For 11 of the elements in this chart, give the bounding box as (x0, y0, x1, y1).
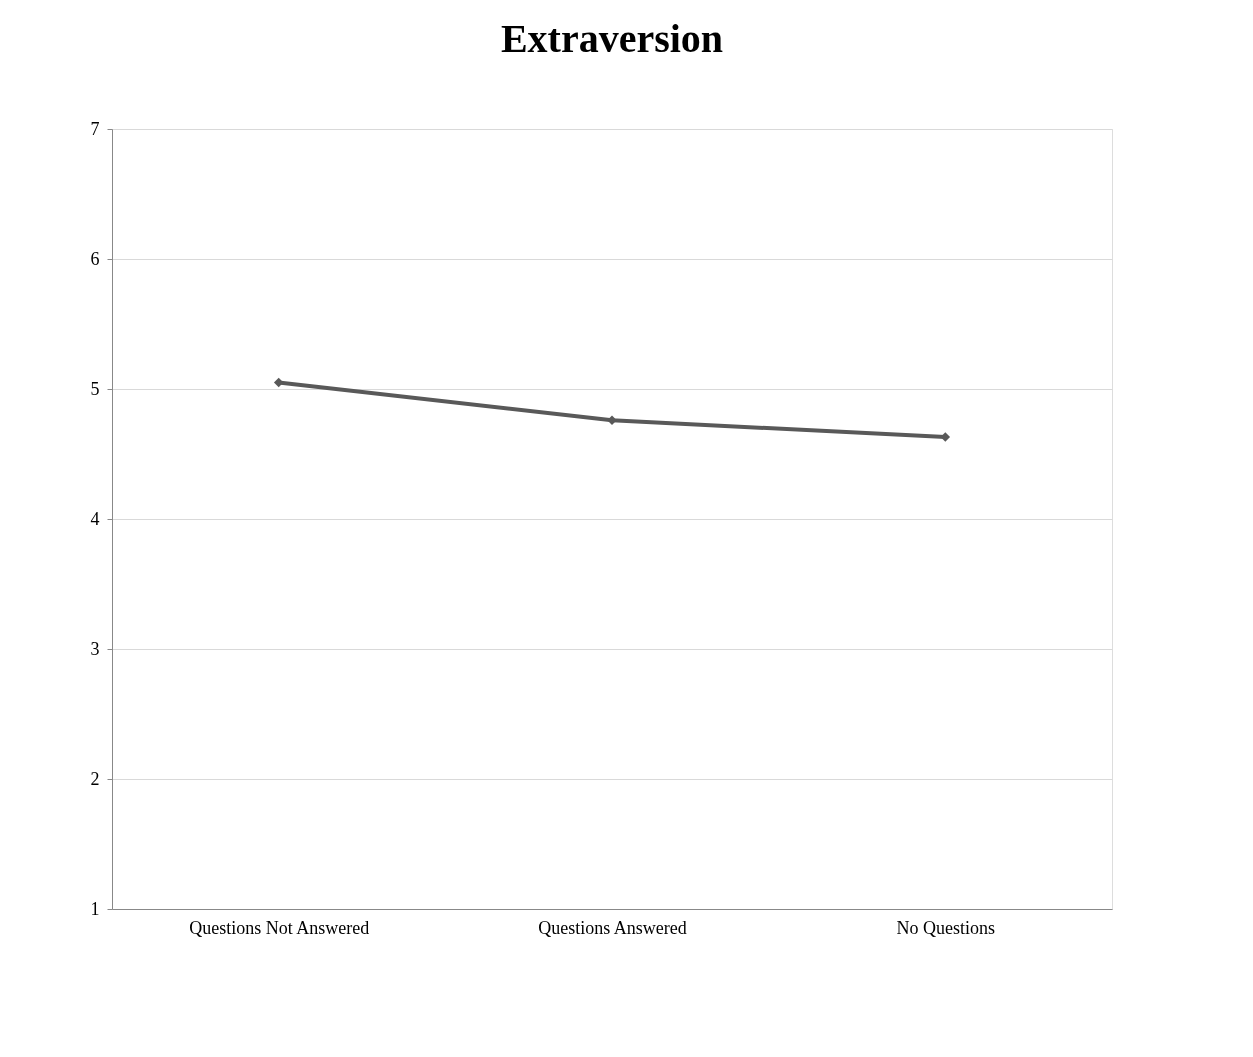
y-tick-label: 3 (90, 638, 100, 659)
y-tick-label: 5 (90, 378, 100, 399)
y-tick-label: 7 (90, 118, 100, 139)
chart-title: Extraversion (500, 16, 724, 61)
y-tick-label: 2 (90, 768, 100, 789)
x-tick-label: Questions Answered (538, 917, 687, 938)
y-tick-label: 6 (90, 248, 100, 269)
y-tick-label: 4 (90, 508, 100, 529)
x-tick-label: No Questions (896, 917, 996, 938)
y-tick-label: 1 (90, 898, 100, 919)
x-tick-label: Questions Not Answered (189, 917, 370, 938)
